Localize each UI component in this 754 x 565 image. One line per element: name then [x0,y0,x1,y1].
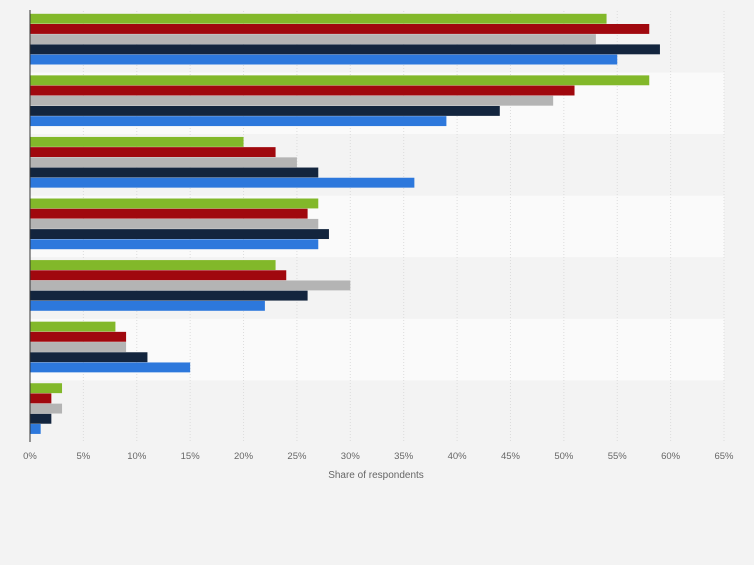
x-tick-labels: 0% 5% 10% 15% 20% 25% 30% 35% 40% 45% 50% 55% 60% 65% [23,451,734,462]
bar [30,75,650,86]
bar [30,198,319,209]
bar [30,157,297,168]
bar [30,342,127,352]
bar [30,218,319,229]
x-tick-label: 60% [661,451,681,462]
bar [30,208,308,219]
bar [30,383,63,394]
bar [30,147,276,158]
bar [30,290,308,301]
x-tick-label: 20% [234,451,254,462]
x-tick-label: 40% [448,451,468,462]
x-tick-label: 0% [23,451,37,462]
bar [30,13,607,24]
category-band [30,380,724,442]
bar [30,424,41,434]
bar [30,177,415,188]
x-tick-label: 25% [287,451,307,462]
bar [30,136,244,147]
bar [30,280,351,291]
bar [30,321,116,332]
bar [30,24,650,34]
x-tick-label: 5% [77,451,91,462]
bar [30,403,63,414]
bar [30,393,52,404]
x-tick-label: 50% [554,451,574,462]
bar [30,331,127,342]
bar [30,85,575,96]
bar [30,44,660,55]
bar [30,54,618,65]
x-tick-label: 55% [608,451,628,462]
bar [30,167,319,178]
x-tick-label: 65% [714,451,734,462]
bar [30,270,287,281]
bar [30,413,52,424]
x-tick-label: 45% [501,451,521,462]
x-tick-label: 30% [341,451,361,462]
bar [30,300,265,311]
bar [30,229,329,240]
bars [30,13,660,434]
bar [30,95,554,106]
bar [30,34,596,45]
x-tick-label: 10% [127,451,147,462]
bar [30,260,276,270]
x-tick-label: 15% [181,451,201,462]
bar [30,239,319,250]
bar [30,362,191,373]
x-axis-label: Share of respondents [328,470,424,481]
bar [30,116,447,127]
bar [30,352,148,363]
x-tick-label: 35% [394,451,414,462]
bar [30,105,500,116]
